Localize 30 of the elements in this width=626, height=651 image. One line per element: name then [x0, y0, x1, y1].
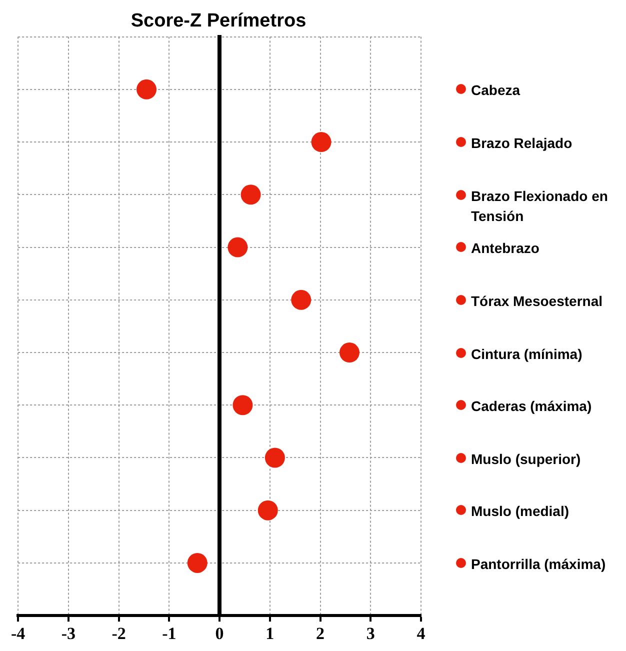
- x-tick-label: 2: [316, 624, 325, 644]
- legend-label: Cintura (mínima): [471, 344, 582, 364]
- legend-label: Brazo Relajado: [471, 134, 572, 154]
- point: [136, 79, 157, 100]
- legend-label: Muslo (medial): [471, 502, 570, 522]
- x-tick-label: -4: [10, 624, 26, 644]
- legend-label: Tórax Mesoesternal: [471, 292, 602, 311]
- legend-label: Antebrazo: [471, 239, 540, 258]
- x-tick-label: -1: [162, 624, 176, 644]
- x-tick-label: 4: [416, 624, 426, 644]
- x-tick-label: -3: [61, 624, 76, 644]
- x-tick-label: 0: [215, 624, 224, 644]
- point: [228, 237, 248, 258]
- legend-label: Pantorrilla (máxima): [471, 554, 606, 574]
- point: [264, 448, 285, 468]
- x-tick-label: 1: [266, 624, 274, 644]
- legend-label: Brazo Flexionado en Tensión: [471, 186, 609, 226]
- point: [232, 395, 253, 416]
- point: [339, 342, 360, 363]
- legend-label: Caderas (máxima): [471, 397, 592, 416]
- legend-label: Muslo (superior): [471, 450, 581, 469]
- point: [311, 132, 332, 152]
- legend-label: Cabeza: [471, 81, 520, 100]
- point: [291, 290, 312, 310]
- point: [240, 184, 261, 205]
- point: [187, 552, 208, 573]
- x-tick-label: 3: [366, 624, 375, 644]
- x-tick-label: -2: [112, 624, 126, 644]
- chart-title: Score-Z Perímetros: [130, 10, 306, 32]
- point: [258, 500, 278, 520]
